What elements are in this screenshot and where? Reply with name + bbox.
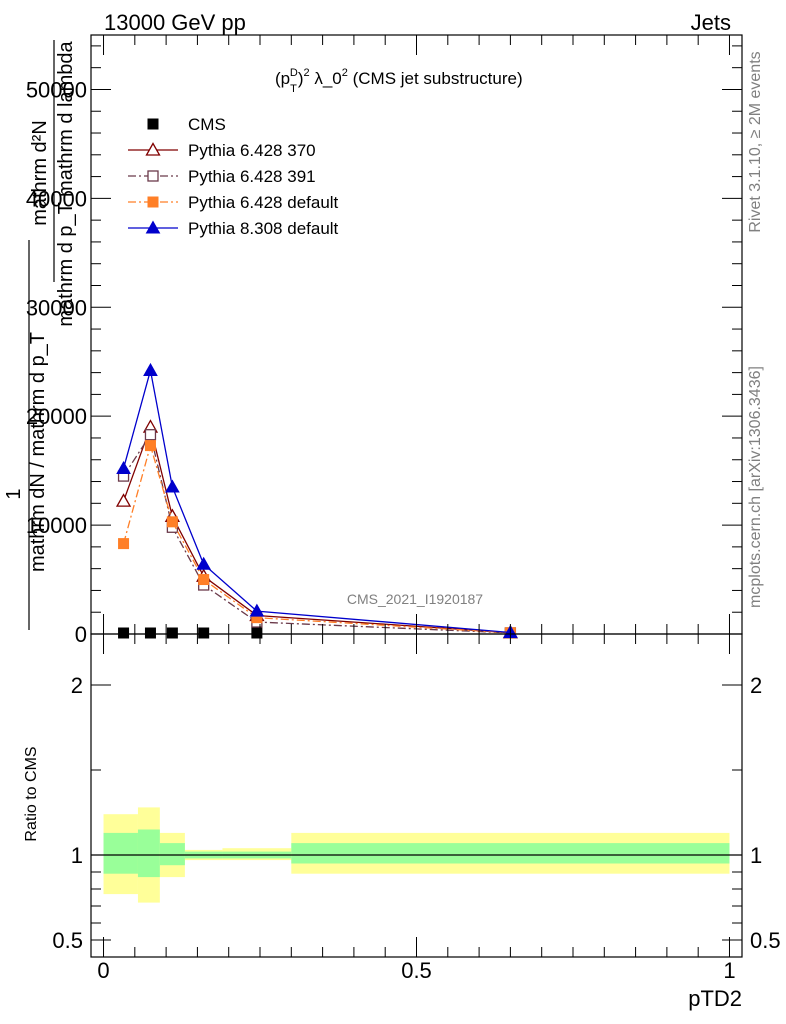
ratio-bands	[91, 807, 742, 903]
data-point	[249, 603, 265, 617]
y-tick-label: 20000	[26, 404, 87, 429]
category-label: Jets	[691, 10, 731, 35]
data-point	[144, 429, 157, 441]
y-label-denominator: mathrm d p_T mathrm d lambda	[55, 40, 77, 326]
data-point	[166, 627, 178, 639]
y-tick-label: 10000	[26, 513, 87, 538]
data-point	[118, 538, 130, 550]
data-point	[143, 362, 158, 376]
plot-title-tail: (CMS jet substructure)	[348, 69, 523, 88]
plot-title-close: )	[298, 69, 304, 88]
plot-title: (pTD)2 λ_02 (CMS jet substructure)	[275, 67, 523, 95]
legend: CMS Pythia 6.428 370 Pythia 6.428 391 Pythi…	[128, 115, 339, 238]
series-pythia-6-428-default	[118, 440, 516, 639]
legend-label: CMS	[188, 115, 226, 134]
ratio-inner-band	[103, 832, 138, 874]
data-point	[166, 516, 178, 528]
ratio-tick-label-right: 0.5	[750, 928, 781, 953]
main-y-ticks: 0 10000 20000 30000 40000 50000	[26, 45, 742, 647]
legend-label: Pythia 8.308 default	[188, 219, 339, 238]
y-tick-label: 50000	[26, 77, 87, 102]
legend-label: Pythia 6.428 default	[188, 193, 339, 212]
plot-title-sup-2b: 2	[342, 67, 348, 79]
series-line	[123, 433, 511, 634]
ratio-plot-panel: 0.5 0.51 12 2 0 0.5 1	[52, 35, 781, 983]
ratio-plot-frame	[90, 633, 743, 958]
legend-entry: CMS	[147, 115, 226, 134]
data-point	[196, 556, 212, 570]
x-tick-label: 0.5	[401, 958, 432, 983]
y-tick-label: 0	[75, 622, 87, 647]
ratio-tick-label: 0.5	[52, 928, 83, 953]
x-ticks: 0 0.5 1	[97, 35, 736, 983]
plot-title-lambda: λ_0	[310, 69, 342, 88]
main-plot-panel: 0 10000 20000 30000 40000 50000	[26, 34, 743, 647]
plot-title-sub-t: T	[290, 83, 297, 95]
ratio-tick-label-right: 1	[750, 843, 762, 868]
legend-marker	[147, 118, 159, 130]
legend-marker	[147, 196, 159, 208]
series-line	[122, 443, 511, 634]
x-tick-label: 1	[723, 958, 735, 983]
ratio-inner-band	[137, 829, 160, 878]
legend-marker	[145, 142, 161, 156]
analysis-id-label: CMS_2021_I1920187	[347, 591, 483, 607]
y-tick-label: 40000	[26, 186, 87, 211]
legend-marker	[145, 220, 161, 234]
plot-title-sup-2: 2	[303, 67, 309, 79]
x-tick-label: 0	[97, 958, 109, 983]
y-tick-label: 30000	[26, 295, 87, 320]
ratio-y-axis-label: Ratio to CMS	[23, 746, 40, 841]
y-label-prefix-top: 1	[3, 488, 25, 499]
energy-label: 13000 GeV pp	[104, 10, 246, 35]
x-axis-label: pTD2	[688, 986, 742, 1011]
legend-entry: Pythia 8.308 default	[128, 219, 339, 238]
legend-marker	[147, 170, 159, 182]
ratio-y-ticks: 0.5 0.5 1 1 2 2	[52, 673, 780, 953]
data-point	[165, 479, 180, 493]
legend-entry: Pythia 6.428 391	[128, 167, 316, 186]
main-series-group	[115, 362, 519, 639]
data-point	[118, 627, 130, 639]
data-point	[251, 627, 263, 639]
data-point	[198, 627, 210, 639]
mcplots-label: mcplots.cern.ch [arXiv:1306.3436]	[747, 366, 764, 608]
legend-entry: Pythia 6.428 370	[128, 141, 316, 160]
ratio-tick-label: 1	[71, 843, 83, 868]
ratio-tick-label-right: 2	[750, 673, 762, 698]
legend-label: Pythia 6.428 370	[188, 141, 316, 160]
rivet-version-label: Rivet 3.1.10, ≥ 2M events	[747, 51, 764, 232]
plot-title-sup-d: D	[290, 67, 298, 79]
y-label-numerator: mathrm d²N	[29, 120, 51, 226]
data-point	[116, 460, 131, 474]
data-point	[144, 440, 156, 452]
data-point	[115, 493, 132, 507]
legend-entry: Pythia 6.428 default	[128, 193, 339, 212]
ratio-inner-band	[159, 843, 185, 866]
plot-title-open: (p	[275, 69, 290, 88]
data-point	[144, 627, 156, 639]
data-point	[198, 574, 210, 586]
ratio-tick-label: 2	[71, 673, 83, 698]
y-label-prefix-bottom: mathrm dN / mathrm d p_T	[27, 332, 49, 572]
main-y-axis-label: mathrm d²N mathrm d p_T mathrm d lambda …	[3, 40, 77, 630]
series-line	[122, 370, 511, 634]
ratio-inner-band	[291, 843, 730, 864]
legend-label: Pythia 6.428 391	[188, 167, 316, 186]
